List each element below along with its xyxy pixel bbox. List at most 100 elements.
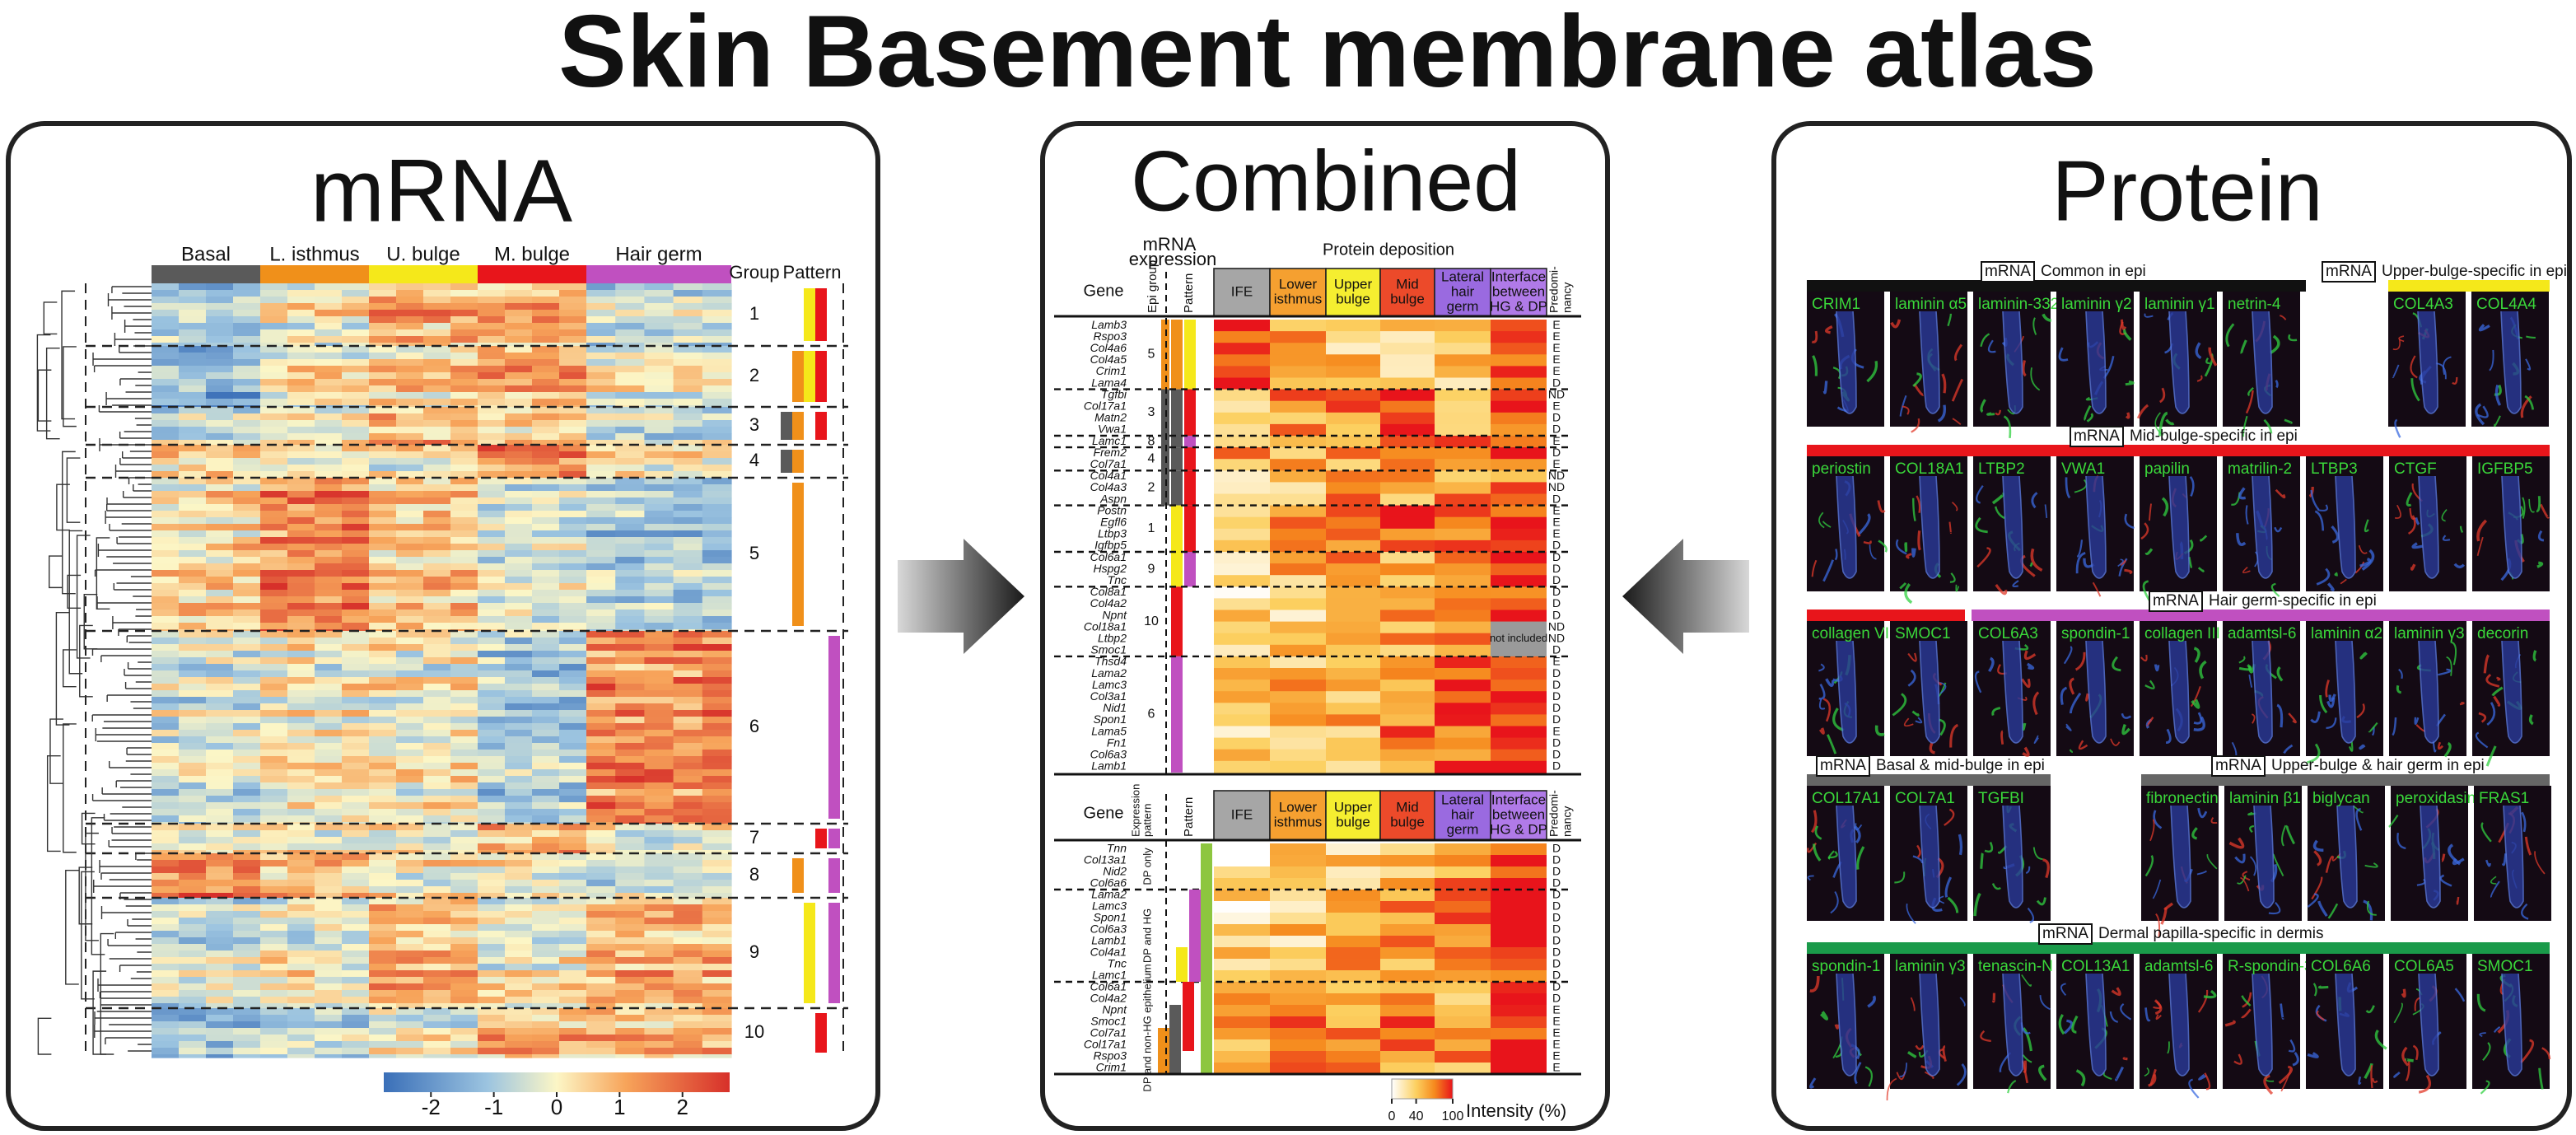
heatmap-cell [179, 964, 207, 971]
deposition-cell [1326, 703, 1380, 715]
heatmap-cell [233, 873, 261, 880]
micrograph-texture [2075, 551, 2086, 574]
heatmap-cell [315, 550, 343, 558]
deposition-cell [1214, 633, 1270, 646]
heatmap-cell [260, 290, 288, 297]
heatmap-cell [315, 796, 343, 803]
heatmap-cell [233, 830, 261, 838]
heatmap-cell [702, 379, 732, 386]
heatmap-cell [559, 860, 587, 867]
deposition-cell [1491, 366, 1547, 379]
gene-label: Thsd4 [1094, 655, 1127, 668]
heatmap-cell [315, 1015, 343, 1022]
heatmap-cell [369, 918, 397, 925]
micrograph-texture [1956, 1063, 1967, 1086]
heatmap-cell [532, 769, 560, 777]
heatmap-cell [586, 796, 616, 803]
heatmap-cell [423, 677, 451, 684]
heatmap-cell [586, 990, 616, 997]
heatmap-cell [532, 697, 560, 704]
heatmap-cell [396, 563, 424, 571]
deposition-cell [1214, 959, 1270, 971]
heatmap-cell [369, 677, 397, 684]
heatmap-cell [315, 451, 343, 459]
heatmap-cell [179, 590, 207, 597]
heatmap-cell [287, 530, 315, 538]
heatmap-cell [315, 631, 343, 638]
heatmap-cell [615, 644, 645, 652]
deposition-cell [1270, 703, 1326, 715]
predominancy: ND [1548, 631, 1565, 644]
micrograph-texture [1822, 521, 1832, 528]
group-label: 1 [1148, 521, 1155, 535]
micrograph-texture [2394, 504, 2401, 519]
heatmap-cell [315, 843, 343, 851]
micrograph-texture [1929, 742, 1935, 754]
heatmap-cell [559, 684, 587, 691]
heatmap-cell [559, 802, 587, 810]
tag-box [2149, 591, 2203, 612]
heatmap-cell [615, 336, 645, 343]
heatmap-cell [260, 937, 288, 945]
heatmap-cell [260, 610, 288, 617]
condition-bar [260, 265, 369, 283]
heatmap-cell [450, 743, 478, 750]
heatmap-cell [505, 511, 533, 518]
heatmap-cell [206, 303, 234, 311]
heatmap-cell [702, 1015, 732, 1022]
heatmap-cell [615, 297, 645, 304]
heatmap-cell [260, 677, 288, 684]
heatmap-cell [260, 297, 288, 304]
heatmap-cell [233, 504, 261, 511]
heatmap-cell [233, 970, 261, 978]
heatmap-cell [287, 570, 315, 577]
micrograph-texture [2317, 504, 2328, 511]
heatmap-cell [152, 743, 180, 750]
heatmap-cell [152, 583, 180, 591]
heatmap-cell [260, 824, 288, 831]
heatmap-cell [505, 730, 533, 737]
heatmap-cell [396, 596, 424, 604]
micrograph-texture [2275, 488, 2286, 499]
heatmap-cell [179, 511, 207, 518]
heatmap-cell [532, 677, 560, 684]
micrograph-texture [2340, 578, 2347, 585]
heatmap-cell [369, 904, 397, 912]
heatmap-cell [450, 1048, 478, 1055]
heatmap-cell [152, 544, 180, 551]
heatmap-cell [559, 850, 587, 854]
heatmap-cell [586, 911, 616, 918]
heatmap-cell [505, 504, 533, 511]
heatmap-cell [287, 850, 315, 854]
deposition-cell [1491, 970, 1547, 983]
micrograph-texture [2494, 384, 2502, 406]
heatmap-cell [179, 918, 207, 925]
heatmap-cell [559, 366, 587, 373]
predominancy: E [1552, 1026, 1560, 1039]
heatmap-cell [315, 310, 343, 317]
heatmap-cell [532, 743, 560, 750]
heatmap-cell [702, 420, 732, 427]
heatmap-cell [450, 577, 478, 584]
gene-label: Lamc3 [1092, 678, 1127, 691]
micrograph-texture [1820, 1011, 1829, 1021]
heatmap-cell [673, 944, 703, 951]
heatmap-cell [369, 451, 397, 459]
heatmap-cell [179, 717, 207, 724]
deposition-cell [1270, 1039, 1326, 1052]
heatmap-cell [315, 638, 343, 645]
group-label: 8 [749, 864, 759, 885]
heatmap-cell [206, 530, 234, 538]
heatmap-cell [644, 951, 674, 958]
heatmap-cell [702, 918, 732, 925]
micrograph-texture [1995, 409, 2001, 416]
deposition-cell [1270, 586, 1326, 599]
gene-label: Lamc1 [1092, 434, 1127, 447]
heatmap-cell [179, 353, 207, 360]
heatmap-cell [342, 465, 370, 472]
follicle [2085, 973, 2107, 1077]
heatmap-cell [615, 789, 645, 796]
heatmap-cell [152, 570, 180, 577]
heatmap-cell [369, 427, 397, 434]
heatmap-cell [369, 651, 397, 658]
